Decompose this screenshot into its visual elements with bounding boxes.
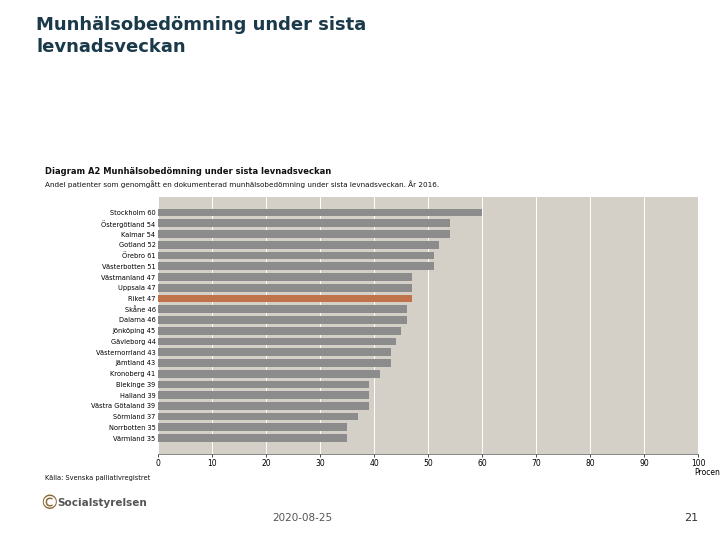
Bar	[158, 252, 434, 259]
Bar	[158, 370, 380, 377]
Bar	[158, 284, 413, 292]
Text: Andel patienter som genomgått en dokumenterad munhälsobedömning under sista levn: Andel patienter som genomgått en dokumen…	[45, 180, 439, 187]
X-axis label: Procent: Procent	[695, 468, 720, 477]
Bar	[158, 434, 347, 442]
Bar	[158, 423, 347, 431]
Bar	[158, 413, 359, 421]
Bar	[158, 402, 369, 410]
Bar	[158, 306, 407, 313]
Bar	[158, 241, 439, 249]
Bar	[158, 209, 482, 217]
Bar	[158, 392, 369, 399]
Text: Diagram A2 Munhälsobedömning under sista levnadsveckan: Diagram A2 Munhälsobedömning under sista…	[45, 167, 332, 177]
Text: 2020-08-25: 2020-08-25	[272, 514, 333, 523]
Text: ©: ©	[40, 494, 59, 513]
Bar	[158, 273, 413, 281]
Bar	[158, 230, 450, 238]
Text: Källa: Svenska palliativregistret: Källa: Svenska palliativregistret	[45, 475, 150, 481]
Bar	[158, 219, 450, 227]
Bar	[158, 359, 391, 367]
Bar	[158, 327, 402, 335]
Text: 21: 21	[684, 514, 698, 523]
Bar	[158, 316, 407, 324]
Bar	[158, 262, 434, 270]
Text: Munhälsobedömning under sista
levnadsveckan: Munhälsobedömning under sista levnadsvec…	[36, 16, 366, 56]
Bar	[158, 295, 413, 302]
Bar	[158, 348, 391, 356]
Bar	[158, 338, 396, 345]
Text: Socialstyrelsen: Socialstyrelsen	[58, 498, 148, 508]
Bar	[158, 381, 369, 388]
